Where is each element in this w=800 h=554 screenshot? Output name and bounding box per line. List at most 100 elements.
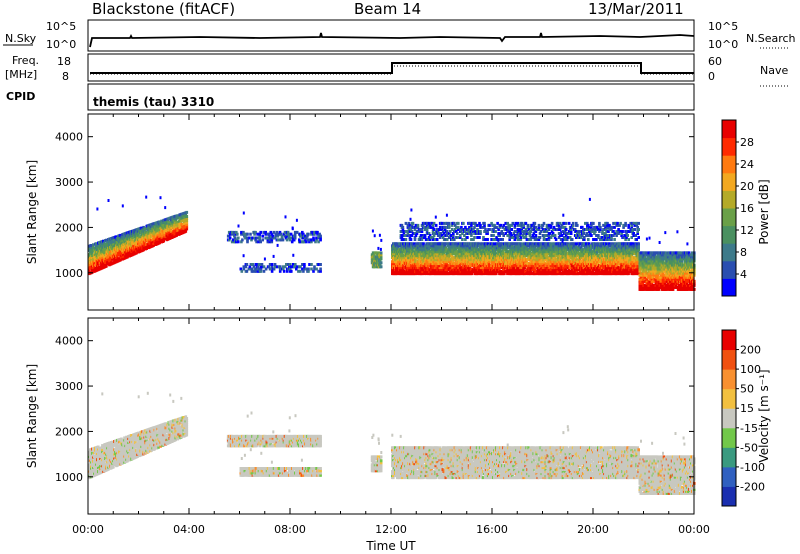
- echo-cell: [259, 230, 262, 234]
- echo-cell: [498, 268, 501, 272]
- echo-cell: [480, 242, 484, 246]
- echo-cell: [283, 265, 287, 269]
- echo-cell: [167, 221, 170, 225]
- echo-cell: [104, 263, 107, 266]
- echo-cell: [254, 238, 257, 242]
- echo-cell: [270, 269, 274, 273]
- echo-cell: [533, 246, 536, 250]
- echo-cell: [593, 266, 596, 270]
- echo-cell: [122, 245, 125, 248]
- echo-cell: [458, 266, 462, 270]
- echo-cell: [579, 254, 583, 258]
- echo-cell: [301, 267, 304, 271]
- echo-cell: [248, 267, 252, 271]
- echo-cell: [319, 263, 322, 266]
- cpid-value: themis (tau) 3310: [93, 95, 214, 109]
- echo-cell: [524, 244, 527, 248]
- echo-cell: [88, 270, 91, 273]
- echo-cell: [401, 228, 405, 231]
- echo-cell: [153, 224, 156, 228]
- echo-cell: [622, 266, 625, 270]
- echo-cell: [507, 258, 510, 262]
- echo-cell: [579, 246, 583, 250]
- echo-cell: [129, 248, 132, 252]
- echo-cell: [317, 234, 320, 238]
- echo-cell: [438, 252, 442, 256]
- echo-cell: [310, 232, 313, 236]
- echo-cell: [142, 225, 145, 229]
- echo-cell: [279, 232, 283, 236]
- echo-cell: [272, 254, 275, 258]
- echo-cell: [448, 272, 452, 276]
- echo-cell: [450, 254, 454, 258]
- echo-cell: [99, 253, 102, 256]
- echo-cell: [305, 236, 308, 240]
- echo-cell: [421, 270, 424, 274]
- echo-cell: [456, 268, 460, 272]
- echo-cell: [413, 268, 416, 272]
- echo-cell: [586, 250, 590, 254]
- echo-cell: [463, 244, 467, 248]
- echo-cell: [434, 223, 438, 227]
- echo-cell: [161, 235, 164, 239]
- echo-cell: [287, 236, 291, 240]
- echo-cell: [119, 233, 122, 237]
- echo-cell: [178, 226, 181, 230]
- echo-cell: [574, 256, 578, 260]
- echo-cell: [481, 272, 485, 276]
- echo-cell: [88, 259, 91, 263]
- echo-cell: [423, 272, 426, 276]
- echo-cell: [563, 262, 567, 266]
- echo-cell: [492, 256, 495, 260]
- echo-cell: [629, 266, 632, 270]
- echo-cell: [139, 239, 142, 243]
- echo-cell: [401, 262, 404, 266]
- echo-cell: [163, 232, 166, 236]
- echo-cell: [611, 272, 614, 276]
- echo-cell: [430, 272, 433, 276]
- echo-cell: [571, 264, 575, 268]
- echo-cell: [92, 245, 95, 249]
- echo-cell: [525, 260, 528, 264]
- echo-cell: [514, 250, 517, 254]
- echo-cell: [513, 266, 516, 270]
- echo-cell: [517, 270, 520, 274]
- echo-cell: [585, 246, 589, 250]
- echo-cell: [379, 257, 383, 261]
- echo-cell: [289, 263, 292, 266]
- echo-cell: [566, 242, 570, 246]
- echo-cell: [239, 267, 243, 271]
- echo-cell: [543, 268, 547, 272]
- echo-cell: [537, 248, 541, 252]
- echo-cell: [570, 266, 574, 270]
- echo-cell: [93, 249, 96, 253]
- echo-cell: [554, 260, 558, 264]
- echo-cell: [493, 242, 496, 246]
- echo-cell: [396, 242, 399, 246]
- echo-cell: [538, 252, 542, 256]
- echo-cell: [166, 235, 169, 239]
- echo-cell: [421, 272, 424, 276]
- echo-cell: [184, 213, 188, 217]
- echo-cell: [259, 269, 263, 273]
- echo-cell: [126, 255, 129, 259]
- echo-cell: [237, 236, 240, 240]
- echo-cell: [159, 196, 162, 200]
- echo-cell: [285, 234, 289, 238]
- echo-cell: [400, 223, 404, 227]
- echo-cell: [522, 268, 525, 272]
- echo-cell: [637, 248, 640, 252]
- echo-cell: [476, 250, 480, 254]
- echo-cell: [152, 243, 155, 247]
- echo-cell: [103, 241, 106, 245]
- echo-cell: [274, 234, 278, 238]
- echo-cell: [609, 266, 612, 270]
- echo-cell: [561, 239, 564, 243]
- echo-cell: [628, 246, 631, 250]
- echo-cell: [163, 226, 166, 230]
- echo-cell: [571, 258, 575, 262]
- echo-cell: [458, 264, 462, 268]
- echo-cell: [91, 270, 94, 274]
- echo-cell: [90, 246, 93, 250]
- echo-cell: [498, 266, 501, 270]
